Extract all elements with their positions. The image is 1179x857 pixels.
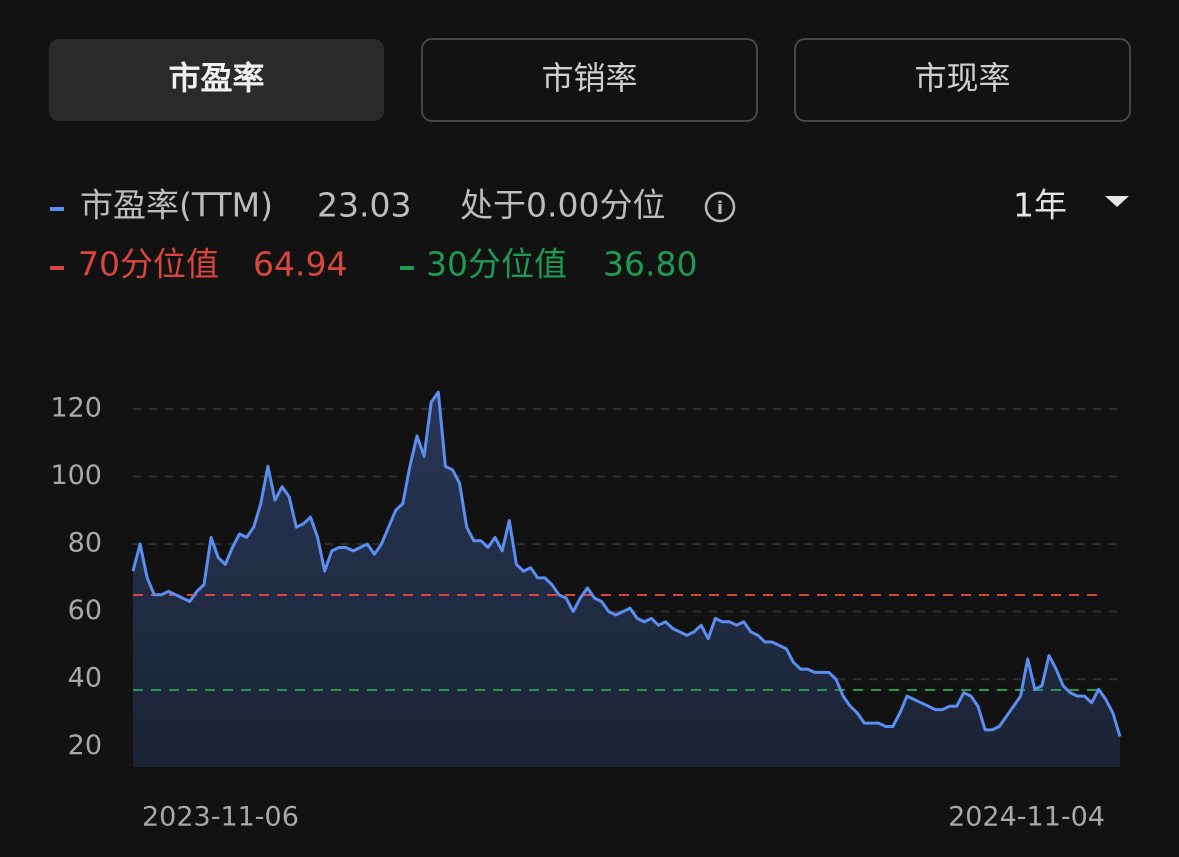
y-tick-label: 60 <box>68 595 102 626</box>
legend-value: 23.03 <box>317 186 411 225</box>
pe-line <box>131 390 1122 737</box>
status-row: i 1年 <box>704 186 1129 225</box>
x-tick-label: 2024-11-04 <box>948 802 1105 833</box>
reference-value: 64.94 <box>253 245 347 284</box>
info-icon-glyph: i <box>717 198 723 219</box>
reference-name: 30分位值 <box>426 245 567 284</box>
tab-label[interactable]: 市盈率 <box>168 59 264 97</box>
tab[interactable] <box>421 38 758 122</box>
dropdown-arrow[interactable] <box>1105 196 1129 207</box>
area-fill <box>133 392 1120 767</box>
y-tick-label: 20 <box>68 730 102 761</box>
x-tick-label: 2023-11-06 <box>142 802 299 833</box>
tab-label[interactable]: 市现率 <box>914 59 1010 97</box>
legend-name: 市盈率(TTM) <box>80 186 273 225</box>
reference-name: 70分位值 <box>78 245 219 284</box>
tab-label[interactable]: 市销率 <box>541 59 637 97</box>
info-icon[interactable] <box>704 191 736 223</box>
tab[interactable] <box>49 39 384 121</box>
y-tick-label: 80 <box>68 528 102 559</box>
y-tick-label: 40 <box>68 663 102 694</box>
percentile-status: 处于0.00分位 <box>460 186 665 225</box>
tab[interactable] <box>794 38 1131 122</box>
reference-value: 36.80 <box>603 245 697 284</box>
period-select[interactable]: 1年 <box>1013 186 1067 225</box>
y-tick-label: 120 <box>50 393 102 424</box>
y-tick-label: 100 <box>50 460 102 491</box>
